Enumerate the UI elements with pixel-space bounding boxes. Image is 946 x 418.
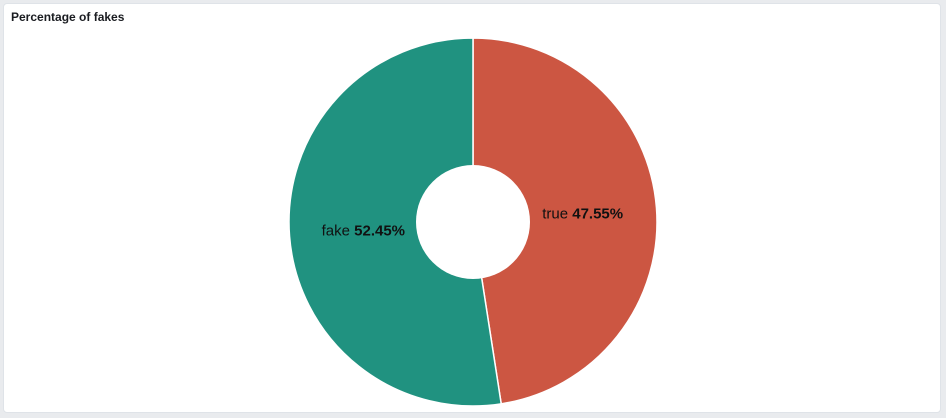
pie-slice-true[interactable] xyxy=(472,37,658,405)
slice-label-percent: 47.55% xyxy=(572,206,623,223)
slice-label-name: fake xyxy=(322,222,355,239)
labels-group: true 47.55% fake 52.45% xyxy=(322,206,623,240)
donut-chart: true 47.55% fake 52.45% xyxy=(288,37,658,407)
slice-label-true: true 47.55% xyxy=(542,206,623,223)
slice-label-name: true xyxy=(542,206,572,223)
chart-panel: Percentage of fakes true 47.55% fake 52.4… xyxy=(3,3,941,413)
pie-slice-fake[interactable] xyxy=(288,37,503,407)
slice-label-percent: 52.45% xyxy=(354,222,405,239)
slice-label-fake: fake 52.45% xyxy=(322,222,405,239)
donut-hole xyxy=(416,165,530,279)
panel-title: Percentage of fakes xyxy=(11,10,125,24)
slices-group xyxy=(288,37,658,407)
